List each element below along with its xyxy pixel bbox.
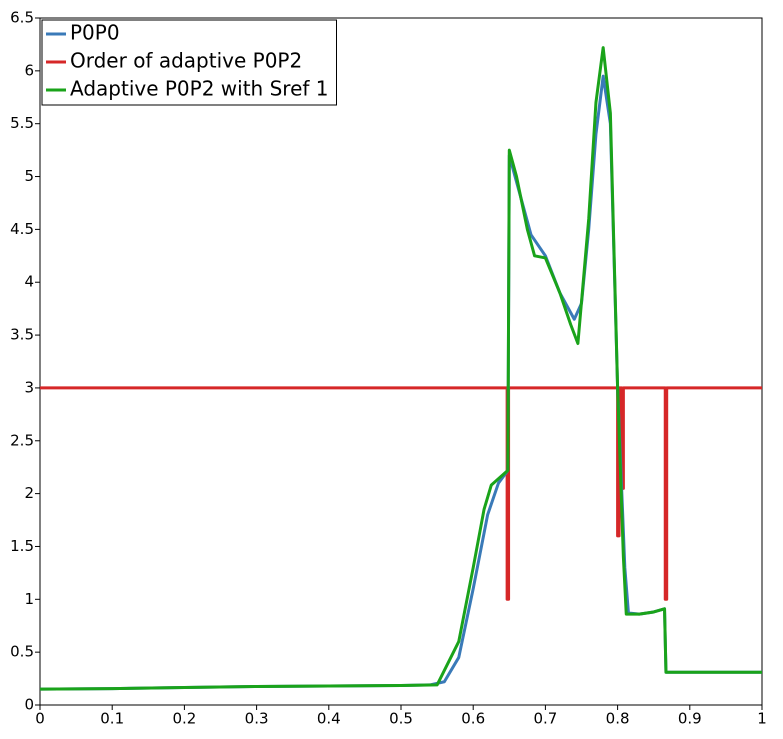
- y-tick-label: 5: [24, 167, 34, 185]
- x-tick-label: 0.3: [245, 710, 269, 728]
- x-tick-label: 1: [757, 710, 767, 728]
- x-tick-label: 0.1: [100, 710, 124, 728]
- data-line: [39, 46, 762, 691]
- data-line: [40, 386, 762, 601]
- y-tick-label: 2.5: [10, 431, 34, 449]
- legend-label: P0P0: [70, 21, 120, 45]
- x-tick-label: 0.5: [389, 710, 413, 728]
- y-tick-label: 5.5: [10, 114, 34, 132]
- x-tick-label: 0.9: [678, 710, 702, 728]
- plot-frame: [39, 17, 763, 706]
- x-tick-label: 0.6: [461, 710, 485, 728]
- legend-box: [41, 19, 337, 106]
- y-tick-label: 2: [24, 484, 34, 502]
- y-tick-label: 1.5: [10, 537, 34, 555]
- y-tick-label: 4: [24, 273, 34, 291]
- y-tick-label: 0.5: [10, 643, 34, 661]
- data-line: [39, 74, 762, 691]
- y-tick-label: 3: [24, 378, 34, 396]
- legend-label: Order of adaptive P0P2: [70, 49, 302, 73]
- x-tick-label: 0.8: [606, 710, 630, 728]
- x-tick-label: 0.4: [317, 710, 341, 728]
- y-tick-label: 6.5: [10, 9, 34, 27]
- y-tick-label: 0: [24, 696, 34, 714]
- legend-label: Adaptive P0P2 with Sref 1: [70, 77, 329, 101]
- x-tick-label: 0: [35, 710, 45, 728]
- y-tick-label: 6: [24, 61, 34, 79]
- x-tick-label: 0.2: [172, 710, 196, 728]
- y-tick-label: 3.5: [10, 326, 34, 344]
- y-tick-label: 1: [24, 590, 34, 608]
- x-tick-label: 0.7: [533, 710, 557, 728]
- y-tick-label: 4.5: [10, 220, 34, 238]
